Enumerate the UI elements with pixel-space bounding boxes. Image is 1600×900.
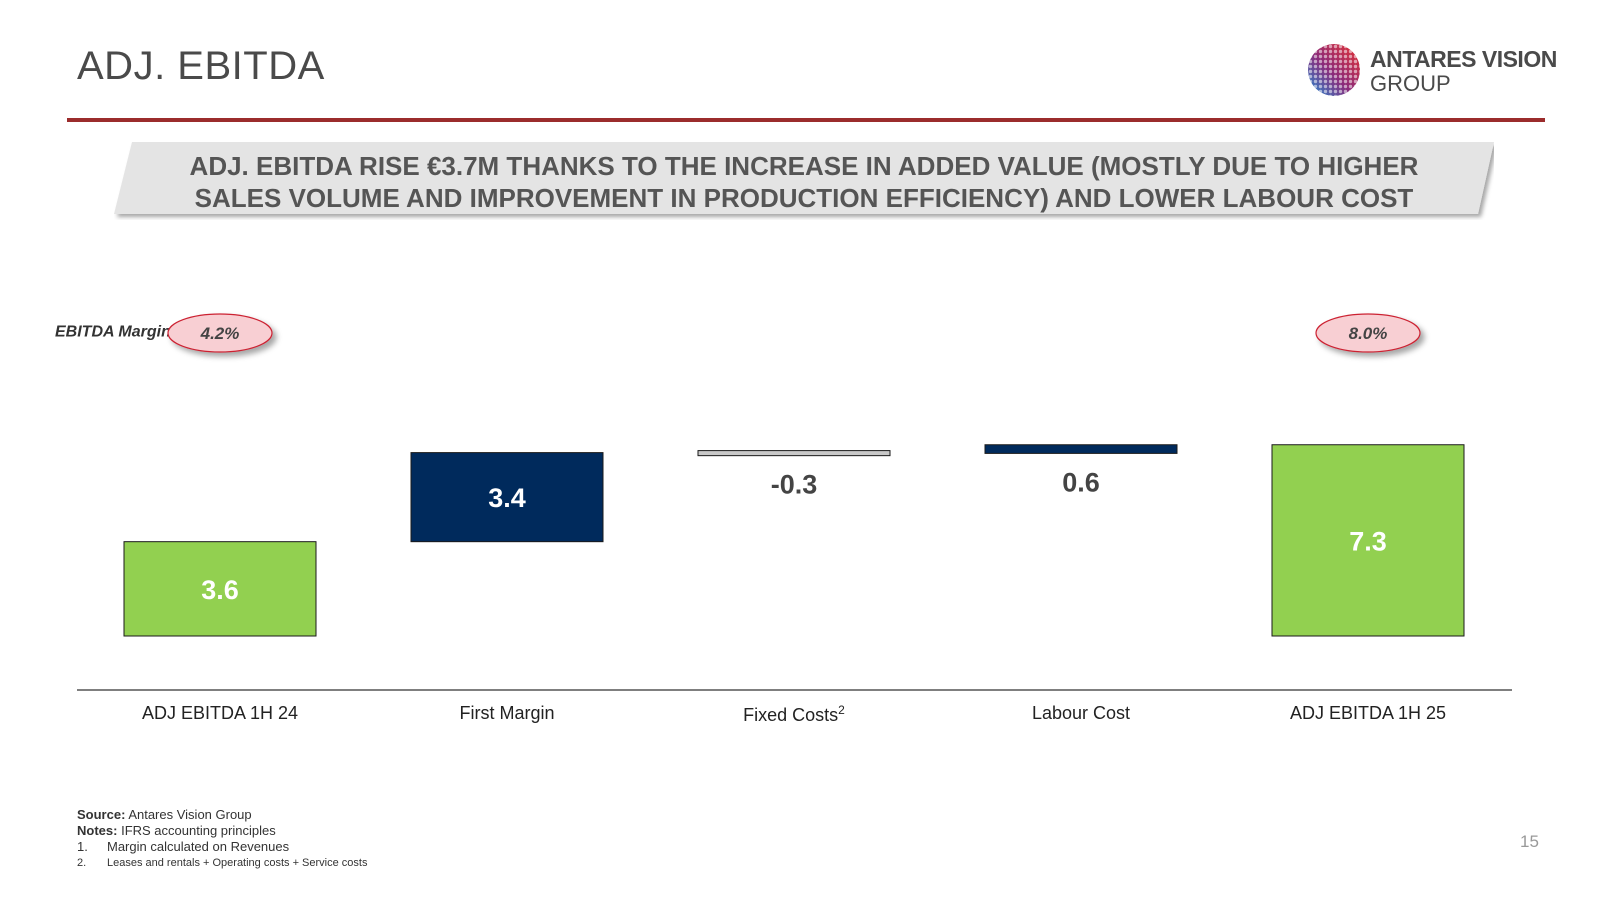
footnote-notes-label: Notes:	[77, 823, 118, 838]
footnote-item-1: 1. Margin calculated on Revenues	[77, 839, 367, 855]
footnote-notes-text: IFRS accounting principles	[121, 823, 276, 838]
bar-value-label-4: 0.6	[1062, 467, 1100, 497]
margin-badge-2	[1315, 313, 1421, 353]
footnote-item-2-text: Leases and rentals + Operating costs + S…	[107, 857, 368, 869]
footnote-source-text: Antares Vision Group	[128, 807, 252, 822]
footnote-item-1-text: Margin calculated on Revenues	[107, 839, 290, 854]
headline-text: ADJ. EBITDA RISE €3.7M THANKS TO THE INC…	[189, 151, 1419, 213]
category-label-3: Fixed Costs2	[664, 703, 924, 726]
category-label-text-5: ADJ EBITDA 1H 25	[1289, 703, 1447, 723]
bar-4	[984, 444, 1178, 454]
bar-value-label-1: 3.6	[201, 575, 239, 605]
bar-value-label-2: 3.4	[488, 483, 526, 513]
footnote-item-1-num: 1.	[77, 839, 88, 854]
bar-5	[1271, 444, 1465, 637]
footnote-item-2-num: 2.	[77, 857, 87, 869]
headline-banner: ADJ. EBITDA RISE €3.7M THANKS TO THE INC…	[114, 142, 1494, 220]
category-label-2: First Margin	[377, 703, 637, 724]
category-label-text-3: Fixed Costs	[743, 705, 839, 725]
category-label-text-4: Labour Cost	[1031, 703, 1131, 723]
logo-text-line2: GROUP	[1370, 71, 1451, 96]
bar-1	[123, 541, 317, 637]
footnote-item-2: 2. Leases and rentals + Operating costs +…	[77, 855, 367, 871]
logo-text-line1: ANTARES VISION	[1370, 46, 1557, 72]
title-divider	[67, 118, 1545, 122]
footnote-source: Source: Antares Vision Group	[77, 807, 367, 823]
margin-badge-label-2: 8.0%	[1349, 324, 1388, 343]
category-label-1: ADJ EBITDA 1H 24	[90, 703, 350, 724]
bar-3	[697, 450, 891, 457]
footnote-source-label: Source:	[77, 807, 126, 822]
page-number: 15	[1520, 832, 1539, 851]
margin-badge-label-1: 4.2%	[200, 324, 240, 343]
bar-value-label-5: 7.3	[1349, 526, 1387, 556]
bar-2	[410, 452, 604, 543]
page-title: ADJ. EBITDA	[77, 44, 325, 88]
category-label-footnote-3: 2	[838, 703, 845, 717]
margin-badge-1	[167, 313, 273, 353]
category-label-text-2: First Margin	[459, 703, 555, 723]
category-label-5: ADJ EBITDA 1H 25	[1238, 703, 1498, 724]
company-logo: ANTARES VISION GROUP	[1308, 44, 1558, 100]
logo-globe-icon	[1308, 44, 1360, 96]
footnote-notes: Notes: IFRS accounting principles	[77, 823, 367, 839]
ebitda-margin-label-text: EBITDA Margin (%)	[55, 323, 201, 341]
bar-value-label-3: -0.3	[771, 470, 818, 500]
footnotes: Source: Antares Vision Group Notes: IFRS…	[77, 807, 367, 871]
category-label-text-1: ADJ EBITDA 1H 24	[141, 703, 299, 723]
category-label-4: Labour Cost	[951, 703, 1211, 724]
